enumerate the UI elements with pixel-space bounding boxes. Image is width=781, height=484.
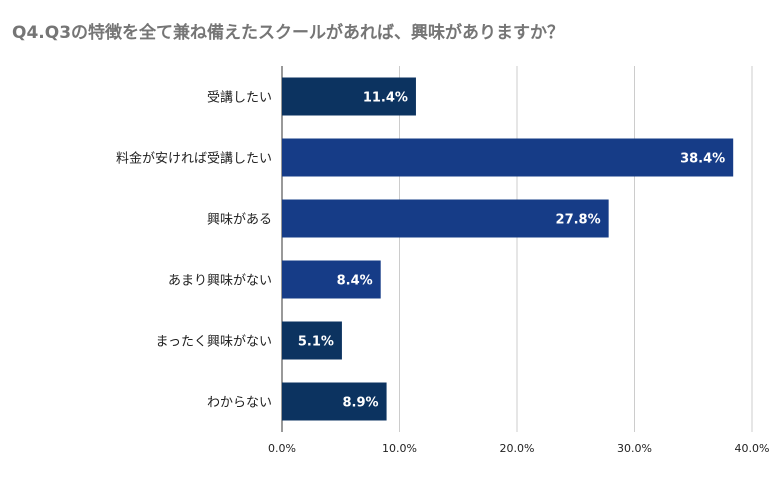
category-label: あまり興味がない (168, 274, 272, 289)
x-tick-label: 40.0% (735, 442, 770, 455)
chart-title: Q4.Q3の特徴を全て兼ね備えたスクールがあれば、興味がありますか？ (12, 23, 565, 43)
bar (282, 138, 734, 177)
data-label: 5.1% (298, 335, 334, 350)
category-label: 興味がある (207, 213, 272, 228)
data-label: 8.4% (337, 274, 373, 289)
data-labels: 11.4% 38.4% 27.8% 8.4% 5.1% 8.9% (298, 91, 725, 411)
gridlines (281, 66, 753, 432)
category-labels: 受講したい料金が安ければ受講したい興味があるあまり興味がないまったく興味がないわ… (116, 90, 272, 411)
x-tick-label: 10.0% (382, 442, 417, 455)
x-tick-label: 0.0% (268, 442, 296, 455)
category-label: わからない (207, 396, 272, 411)
data-label: 38.4% (680, 152, 725, 167)
bar (282, 199, 609, 238)
bar (282, 321, 342, 360)
data-label: 11.4% (363, 91, 408, 106)
bars (282, 77, 734, 421)
data-label: 27.8% (556, 213, 601, 228)
category-label: 受講したい (207, 90, 272, 106)
x-tick-label: 20.0% (500, 442, 535, 455)
bar (282, 260, 381, 299)
tick-labels: 0.0% 10.0% 20.0% 30.0% 40.0% (268, 442, 769, 455)
category-label: 料金が安ければ受講したい (116, 151, 272, 167)
category-label: まったく興味がない (156, 335, 272, 350)
bar (282, 77, 416, 116)
data-label: 8.9% (343, 396, 379, 411)
x-tick-label: 30.0% (617, 442, 652, 455)
bar (282, 382, 387, 421)
